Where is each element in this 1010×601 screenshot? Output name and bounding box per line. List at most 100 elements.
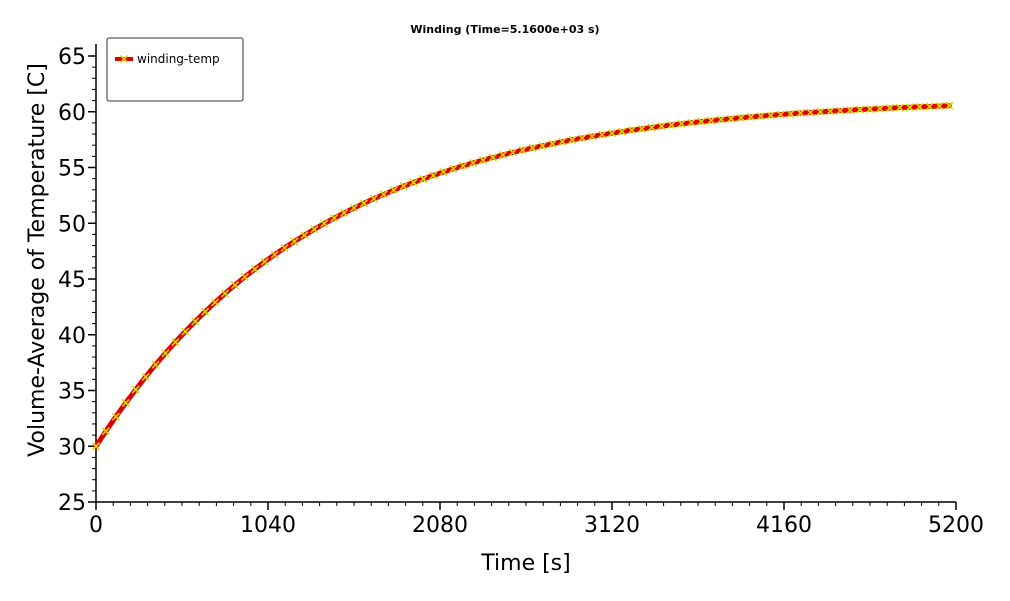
data-point (915, 102, 924, 111)
data-point (260, 257, 269, 266)
y-axis-label: Volume-Average of Temperature [C] (25, 63, 50, 457)
legend[interactable]: winding-temp (106, 37, 244, 102)
data-point (598, 130, 607, 139)
data-point (717, 115, 726, 124)
data-point (320, 219, 329, 228)
data-point (409, 178, 418, 187)
data-point (429, 171, 438, 180)
data-point (111, 412, 120, 421)
data-point (141, 372, 150, 381)
data-point (419, 174, 428, 183)
legend-box (106, 37, 244, 102)
data-point (290, 237, 299, 246)
data-point (846, 106, 855, 115)
data-point (379, 190, 388, 199)
data-point (806, 108, 815, 117)
data-point (776, 110, 785, 119)
y-tick-label: 65 (58, 45, 86, 70)
y-tick-label: 35 (58, 380, 86, 405)
data-point (558, 137, 567, 146)
data-point (439, 168, 448, 177)
data-point (538, 141, 547, 150)
data-point (836, 106, 845, 115)
data-point (707, 116, 716, 125)
x-axis-label: Time [s] (480, 551, 570, 576)
data-point (736, 113, 746, 122)
x-tick-label: 2080 (412, 513, 468, 538)
data-point (369, 194, 378, 203)
x-tick-label: 3120 (584, 513, 640, 538)
data-point (300, 231, 309, 240)
data-point (746, 112, 755, 121)
x-tick-label: 1040 (240, 513, 296, 538)
data-point (211, 298, 220, 307)
data-point (171, 338, 180, 347)
data-point (240, 272, 249, 281)
data-point (389, 186, 398, 195)
data-point (488, 153, 497, 162)
data-point (270, 250, 279, 259)
data-point (687, 118, 696, 127)
data-point (498, 150, 507, 159)
data-point (885, 104, 894, 113)
y-ticks: 25 30 35 40 45 50 55 60 65 (58, 45, 96, 516)
data-point (816, 107, 825, 116)
data-point (330, 214, 339, 223)
data-point (191, 317, 200, 326)
data-point (508, 148, 517, 157)
data-point (478, 156, 488, 165)
data-point (756, 112, 765, 121)
data-point (856, 105, 865, 114)
data-point (647, 123, 656, 132)
data-point (796, 109, 805, 118)
data-point (935, 101, 944, 111)
data-point (945, 101, 954, 110)
series-markers (91, 101, 954, 451)
data-point (895, 103, 904, 112)
data-point (617, 127, 626, 136)
data-point (131, 385, 140, 394)
legend-swatch-marker (119, 54, 129, 64)
series-group (91, 101, 954, 451)
data-point (826, 107, 835, 116)
data-point (925, 102, 934, 111)
data-point (667, 120, 676, 129)
data-point (727, 114, 736, 123)
y-tick-label: 55 (58, 157, 86, 182)
data-point (201, 307, 210, 316)
data-point (121, 398, 130, 407)
y-tick-label: 25 (58, 491, 86, 516)
data-point (588, 132, 597, 141)
data-point (399, 182, 408, 191)
data-point (449, 164, 458, 173)
data-point (627, 126, 636, 135)
legend-label: winding-temp (137, 52, 220, 66)
data-point (568, 135, 577, 144)
x-tick-label: 5200 (928, 513, 984, 538)
data-point (528, 143, 537, 152)
data-point (250, 265, 259, 274)
data-point (151, 360, 160, 369)
data-point (766, 111, 775, 120)
y-tick-label: 40 (58, 324, 86, 349)
data-point (469, 158, 478, 167)
data-point (230, 280, 239, 290)
data-point (548, 139, 557, 148)
chart-title: Winding (Time=5.1600e+03 s) (410, 23, 599, 36)
data-point (697, 117, 706, 126)
data-point (677, 119, 686, 128)
y-tick-label: 60 (58, 101, 86, 126)
data-point (280, 243, 289, 252)
data-point (459, 161, 468, 170)
data-point (220, 289, 230, 298)
data-point (161, 349, 170, 358)
data-point (518, 146, 527, 155)
data-point (310, 225, 319, 234)
data-point (905, 103, 914, 112)
data-point (578, 133, 587, 143)
data-point (786, 109, 795, 118)
y-tick-label: 50 (58, 212, 86, 237)
x-ticks: 0 1040 2080 3120 4160 5200 (89, 502, 984, 538)
data-point (181, 327, 190, 336)
x-tick-label: 4160 (756, 513, 812, 538)
